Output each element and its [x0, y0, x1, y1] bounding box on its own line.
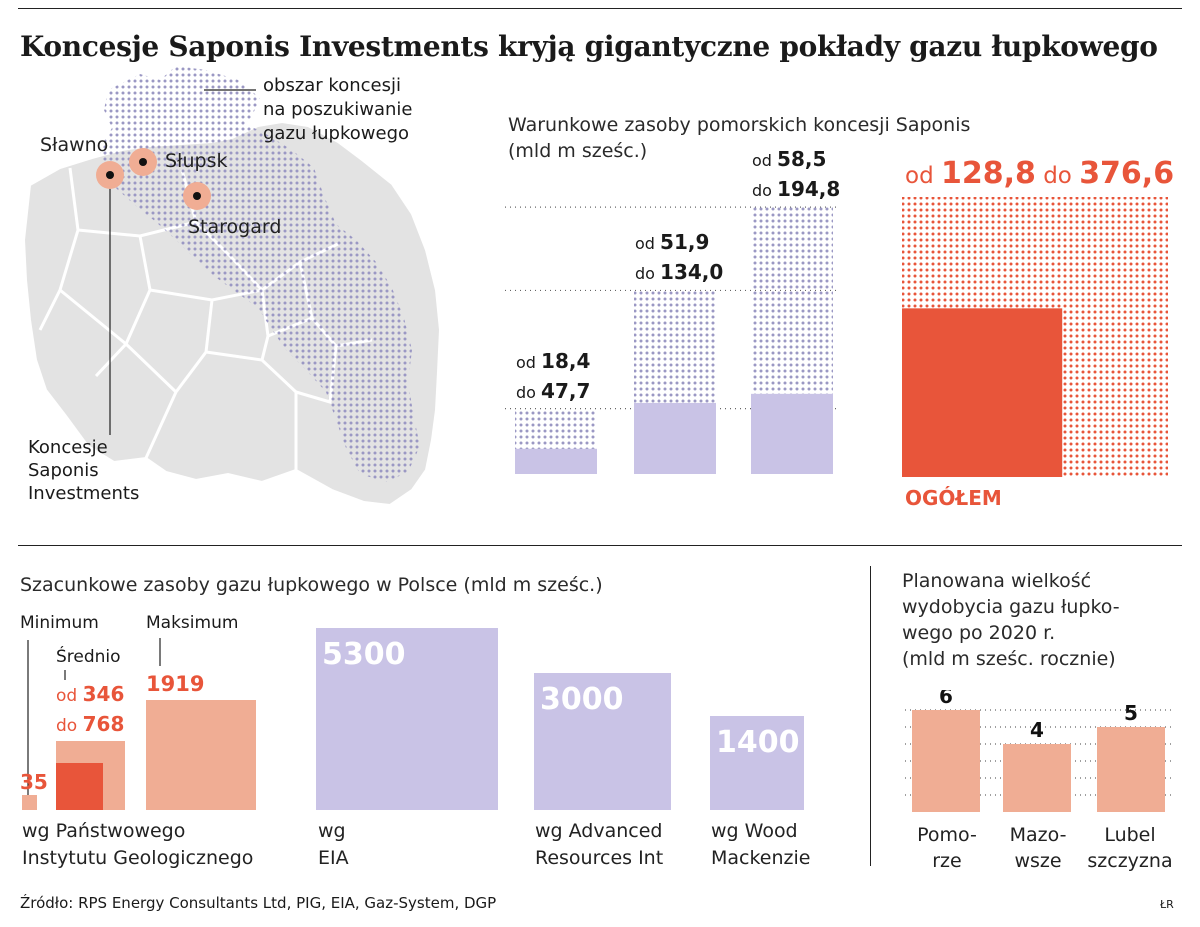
chart4-bar-2 — [1097, 727, 1165, 812]
pig-average-min-box — [56, 763, 103, 810]
chart1-from-value: 18,4 — [541, 348, 591, 373]
chart4-category-pomorze: Pomo- rze — [917, 824, 977, 872]
chart4-bar-0 — [912, 710, 980, 812]
chart3-title: Szacunkowe zasoby gazu łupkowego w Polsc… — [20, 574, 603, 596]
chart1-from-value: 58,5 — [777, 147, 827, 172]
chart4-category-mazowsze: Mazo- wsze — [1009, 824, 1067, 872]
chart1-value-label-0: od 18,4 do 47,7 — [516, 347, 590, 407]
chart1-to-word: do — [635, 264, 655, 284]
total-label: OGÓŁEM — [905, 486, 1002, 510]
author-initials: ŁR — [1160, 898, 1174, 911]
eia-value: 5300 — [322, 637, 406, 672]
page-title: Koncesje Saponis Investments kryją gigan… — [20, 30, 1158, 63]
chart4-category-lubelszczyzna: Lubel szczyzna — [1087, 824, 1173, 872]
pig-minimum-box — [22, 795, 37, 810]
chart1-to-word: do — [752, 181, 772, 201]
map-city-slupsk: Słupsk — [165, 150, 228, 172]
total-to: 376,6 — [1079, 156, 1175, 191]
chart1-from-word: od — [516, 352, 536, 372]
source-label-wood-mackenzie: wg Wood Mackenzie — [711, 820, 811, 869]
chart1-bar-min-2 — [751, 393, 833, 474]
total-from-word: od — [905, 163, 934, 189]
source-label-ari: wg Advanced Resources Int — [535, 820, 664, 869]
map-city-slawno: Sławno — [40, 134, 109, 156]
chart1-bar-min-1 — [634, 402, 716, 474]
ari-value: 3000 — [540, 682, 624, 718]
chart4-bar-1 — [1003, 744, 1071, 812]
concessions-legend-label: Koncesje Saponis Investments — [28, 437, 140, 504]
chart1-value-label-2: od 58,5 do 194,8 — [752, 145, 840, 205]
chart1-to-value: 194,8 — [777, 177, 841, 202]
wood-mackenzie-box: 1400 — [710, 716, 804, 810]
chart4-value-2: 5 — [1124, 701, 1138, 725]
chart4-value-0: 6 — [939, 690, 953, 708]
pig-maximum-label: Maksimum — [146, 613, 239, 633]
total-min-area — [902, 308, 1063, 477]
concession-area — [100, 66, 420, 482]
chart1-to-word: do — [516, 382, 536, 402]
pig-minimum-value: 35 — [20, 770, 48, 794]
chart4-title: Planowana wielkość wydobycia gazu łupko-… — [902, 570, 1120, 670]
chart1-to-value: 134,0 — [660, 260, 724, 285]
vertical-divider — [870, 566, 871, 866]
map — [22, 66, 442, 507]
pig-leader-lines — [27, 638, 161, 798]
pig-maximum-box — [146, 700, 256, 810]
top-rule — [18, 8, 1182, 9]
concession-area-label: obszar koncesji na poszukiwanie gazu łup… — [263, 75, 413, 144]
chart1-value-label-1: od 51,9 do 134,0 — [635, 228, 723, 288]
chart1-bar-min-0 — [515, 448, 597, 474]
chart4-value-1: 4 — [1030, 718, 1044, 742]
middle-rule — [18, 545, 1182, 546]
source-label-eia: wg EIA — [318, 820, 349, 869]
chart1-from-word: od — [635, 234, 655, 254]
map-city-starogard: Starogard — [188, 216, 282, 238]
source-label-pig: wg Państwowego Instytutu Geologicznego — [22, 820, 254, 869]
chart4-plot: 6 4 5 — [905, 690, 1175, 812]
chart1-title: Warunkowe zasoby pomorskich koncesji Sap… — [508, 114, 971, 162]
pig-average-label: Średnio — [56, 647, 121, 667]
chart1-to-value: 47,7 — [541, 378, 591, 403]
source-footer: Źródło: RPS Energy Consultants Ltd, PIG,… — [20, 894, 497, 912]
pig-minimum-label: Minimum — [20, 613, 99, 633]
total-from: 128,8 — [940, 156, 1036, 191]
chart1-from-word: od — [752, 151, 772, 171]
total-range: od 128,8 do 376,6 — [905, 156, 1174, 191]
pig-maximum-value: 1919 — [146, 672, 205, 696]
pig-average-range: od 346 do 768 — [56, 682, 125, 736]
ari-box: 3000 — [534, 673, 671, 810]
chart1-from-value: 51,9 — [660, 230, 710, 255]
wood-mackenzie-value: 1400 — [716, 725, 800, 761]
total-to-word: do — [1043, 163, 1072, 189]
eia-box: 5300 — [316, 628, 498, 810]
total-area — [902, 197, 1168, 477]
